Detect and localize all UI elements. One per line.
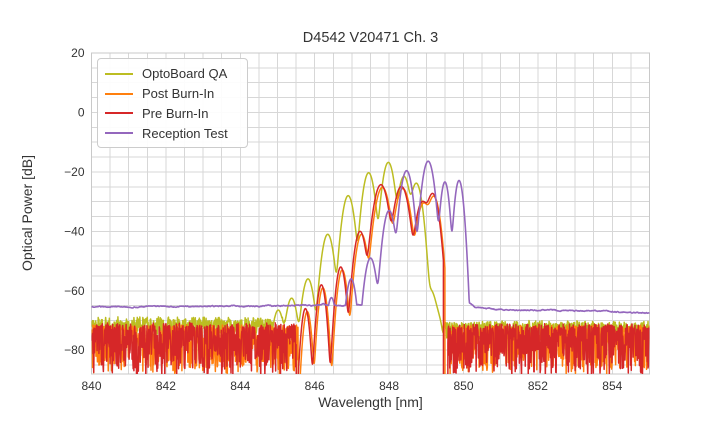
legend-item-optoboard-qa: OptoBoard QA (105, 64, 239, 84)
legend: OptoBoard QA Post Burn-In Pre Burn-In Recep… (97, 58, 248, 148)
legend-item-pre-burn-in: Pre Burn-In (105, 104, 239, 124)
x-tick-label: 846 (305, 379, 325, 393)
y-tick-label: −60 (64, 284, 85, 298)
legend-swatch-reception-test (105, 132, 133, 135)
legend-swatch-pre-burn-in (105, 112, 133, 115)
x-tick-label: 854 (602, 379, 622, 393)
series-curves (91, 160, 650, 374)
legend-item-reception-test: Reception Test (105, 123, 239, 143)
y-tick-label: −80 (64, 343, 85, 357)
legend-swatch-optoboard-qa (105, 72, 133, 75)
y-tick-label: 20 (71, 46, 85, 60)
tick-labels: 840 842 844 846 848 850 852 854 20 0 −20 −40 −60 −80 (64, 46, 622, 393)
x-tick-label: 850 (453, 379, 473, 393)
chart-title: D4542 V20471 Ch. 3 (302, 30, 439, 46)
x-tick-label: 848 (379, 379, 399, 393)
legend-swatch-post-burn-in (105, 92, 133, 95)
x-tick-label: 840 (81, 379, 101, 393)
x-tick-label: 842 (156, 379, 176, 393)
x-tick-label: 852 (528, 379, 548, 393)
y-tick-label: −20 (64, 165, 85, 179)
legend-label-reception-test: Reception Test (142, 125, 228, 141)
legend-label-pre-burn-in: Pre Burn-In (142, 105, 209, 121)
y-tick-label: 0 (78, 105, 85, 119)
x-axis-label: Wavelength [nm] (318, 394, 423, 410)
y-axis-label-text: Optical Power [dB] (19, 155, 35, 271)
x-tick-label: 844 (230, 379, 250, 393)
axes-frame (90, 52, 651, 375)
legend-label-optoboard-qa: OptoBoard QA (142, 66, 228, 82)
y-tick-label: −40 (64, 224, 85, 238)
legend-label-post-burn-in: Post Burn-In (142, 86, 215, 102)
series-line-pre-burn-in (91, 183, 650, 374)
series-line-reception-test (91, 160, 650, 315)
legend-item-post-burn-in: Post Burn-In (105, 84, 239, 104)
